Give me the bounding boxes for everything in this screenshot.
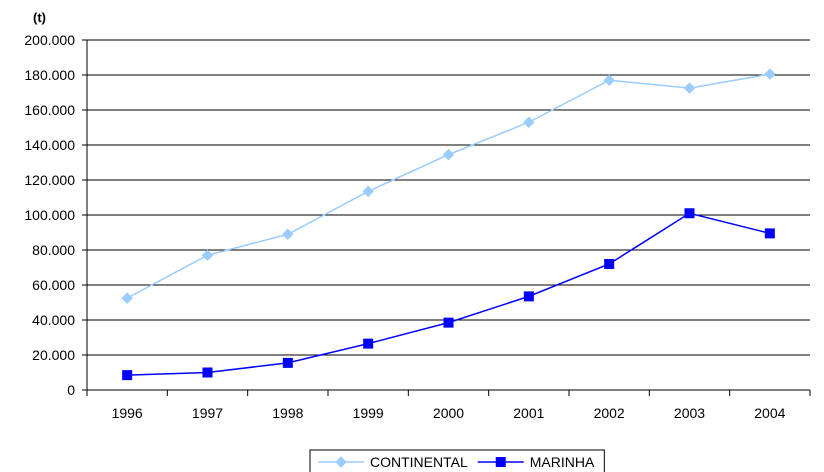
data-point-continental [442,148,455,161]
data-point-marinha [523,291,534,302]
x-tick-label: 2002 [594,405,625,421]
y-tick-label: 20.000 [32,347,75,363]
x-tick-label: 1997 [192,405,223,421]
data-point-continental [683,82,696,94]
data-point-continental [603,74,615,86]
series [121,68,776,381]
series-continental [121,68,776,304]
legend-label-marinha: MARINHA [530,454,595,470]
data-point-marinha [684,208,695,219]
y-tick-label: 100.000 [24,207,75,223]
legend: CONTINENTAL MARINHA [309,449,605,472]
data-point-marinha [443,317,454,328]
data-point-continental [121,292,133,304]
data-point-marinha [282,357,293,368]
x-tick-label: 2001 [513,405,544,421]
x-tick-label: 1999 [353,405,384,421]
y-tick-label: 160.000 [24,102,75,118]
axes [82,39,811,396]
y-tick-label: 180.000 [24,67,75,83]
x-tick-label: 1998 [272,405,303,421]
x-tick-label: 2000 [433,405,464,421]
data-point-continental [201,249,214,261]
x-tick-label: 2004 [754,405,785,421]
data-point-continental [282,228,294,240]
legend-marker-continental [335,456,347,468]
data-point-continental [764,68,776,80]
data-point-marinha [764,228,775,239]
x-tick-label: 2003 [674,405,705,421]
data-point-marinha [122,370,133,381]
y-tick-label: 40.000 [32,312,75,328]
data-point-continental [362,185,374,198]
y-tick-label: 0 [67,382,75,398]
legend-box [309,449,605,472]
y-tick-labels: 0 20.000 40.000 60.000 80.000 100.000 120.000 1… [24,32,75,398]
y-tick-label: 140.000 [24,137,75,153]
data-point-marinha [202,367,213,378]
y-tick-label: 200.000 [24,32,75,48]
x-tick-labels: 1996 1997 1998 1999 2000 2001 2002 2003 2004 [112,405,786,421]
series-line-continental [126,73,770,299]
x-tick-label: 1996 [112,405,143,421]
y-tick-label: 80.000 [32,242,75,258]
data-point-marinha [363,338,374,349]
series-marinha [122,208,775,381]
y-tick-label: 60.000 [32,277,75,293]
series-line-marinha [127,212,771,376]
gridlines [87,39,810,356]
legend-label-continental: CONTINENTAL [370,454,468,470]
data-point-continental [523,116,535,128]
legend-marker-marinha [495,457,506,467]
data-point-marinha [604,259,615,269]
y-unit-label: (t) [33,10,46,25]
y-tick-label: 120.000 [24,172,75,188]
